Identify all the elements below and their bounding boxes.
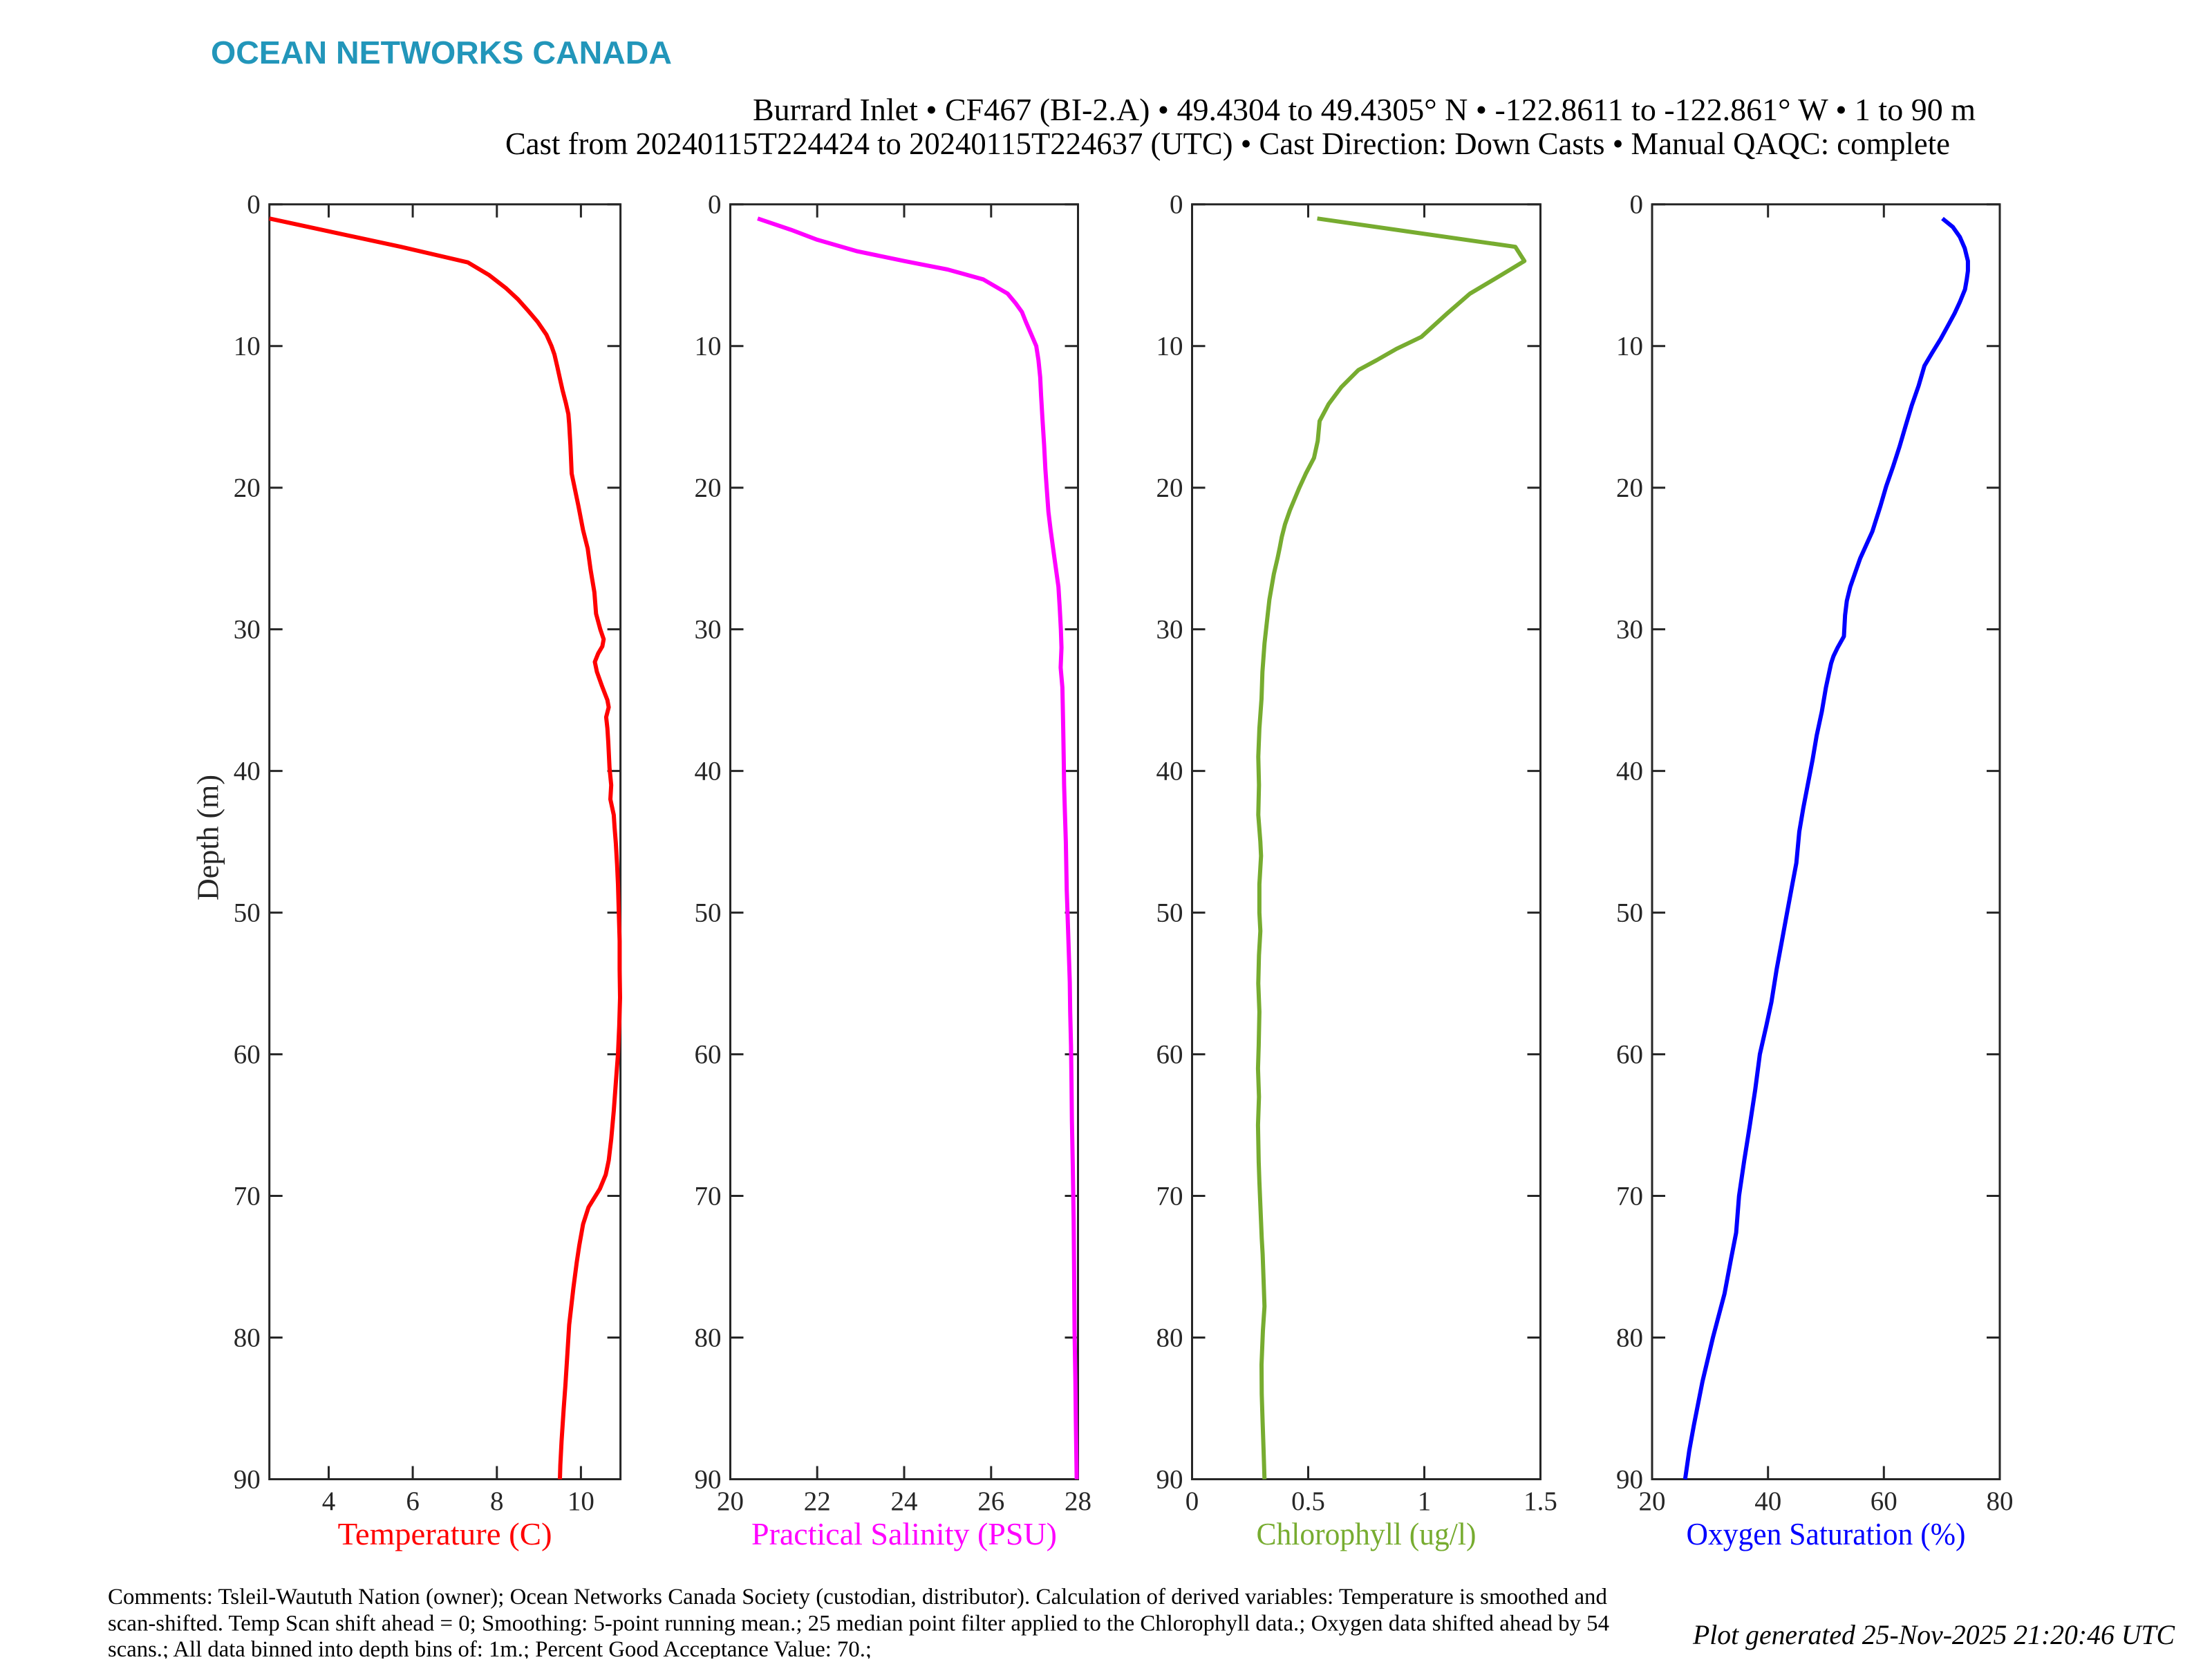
svg-text:30: 30 bbox=[1156, 615, 1183, 645]
svg-text:90: 90 bbox=[1616, 1465, 1643, 1495]
svg-text:60: 60 bbox=[1616, 1040, 1643, 1070]
svg-text:0.5: 0.5 bbox=[1291, 1486, 1325, 1516]
svg-text:40: 40 bbox=[1156, 757, 1183, 786]
svg-text:90: 90 bbox=[1156, 1465, 1183, 1495]
svg-text:20: 20 bbox=[1616, 473, 1643, 503]
svg-text:70: 70 bbox=[695, 1182, 722, 1211]
svg-text:50: 50 bbox=[1616, 898, 1643, 928]
svg-text:Practical Salinity (PSU): Practical Salinity (PSU) bbox=[751, 1516, 1057, 1551]
svg-text:10: 10 bbox=[234, 332, 261, 361]
svg-text:80: 80 bbox=[695, 1323, 722, 1353]
svg-text:6: 6 bbox=[406, 1486, 420, 1516]
svg-text:OCEAN NETWORKS CANADA: OCEAN NETWORKS CANADA bbox=[211, 35, 672, 70]
svg-text:Depth (m): Depth (m) bbox=[191, 775, 225, 900]
svg-text:60: 60 bbox=[1156, 1040, 1183, 1070]
svg-text:Burrard Inlet • CF467 (BI-2.A): Burrard Inlet • CF467 (BI-2.A) • 49.4304… bbox=[753, 92, 1976, 127]
svg-text:0: 0 bbox=[1185, 1486, 1199, 1516]
svg-text:80: 80 bbox=[1616, 1323, 1643, 1353]
svg-text:10: 10 bbox=[1616, 332, 1643, 361]
svg-text:1.5: 1.5 bbox=[1524, 1486, 1557, 1516]
svg-text:40: 40 bbox=[695, 757, 722, 786]
svg-text:Temperature (C): Temperature (C) bbox=[338, 1516, 552, 1551]
svg-text:20: 20 bbox=[695, 473, 722, 503]
svg-text:80: 80 bbox=[1987, 1486, 2014, 1516]
svg-text:30: 30 bbox=[695, 615, 722, 645]
svg-text:0: 0 bbox=[1630, 190, 1644, 220]
svg-text:Cast from 20240115T224424 to 2: Cast from 20240115T224424 to 20240115T22… bbox=[505, 126, 1950, 161]
svg-text:80: 80 bbox=[234, 1323, 261, 1353]
svg-text:40: 40 bbox=[1616, 757, 1643, 786]
svg-text:60: 60 bbox=[234, 1040, 261, 1070]
svg-text:50: 50 bbox=[1156, 898, 1183, 928]
svg-text:10: 10 bbox=[1156, 332, 1183, 361]
svg-text:90: 90 bbox=[234, 1465, 261, 1495]
svg-text:24: 24 bbox=[891, 1486, 918, 1516]
svg-text:80: 80 bbox=[1156, 1323, 1183, 1353]
svg-text:70: 70 bbox=[1616, 1182, 1643, 1211]
svg-text:50: 50 bbox=[695, 898, 722, 928]
svg-text:scans.; All data binned into d: scans.; All data binned into depth bins … bbox=[108, 1637, 872, 1659]
svg-text:8: 8 bbox=[490, 1486, 504, 1516]
svg-text:0: 0 bbox=[1170, 190, 1183, 220]
svg-text:60: 60 bbox=[1871, 1486, 1897, 1516]
svg-text:40: 40 bbox=[234, 757, 261, 786]
svg-text:Comments: Tsleil-Waututh Natio: Comments: Tsleil-Waututh Nation (owner);… bbox=[108, 1585, 1607, 1609]
svg-text:70: 70 bbox=[234, 1182, 261, 1211]
svg-text:26: 26 bbox=[977, 1486, 1004, 1516]
svg-text:Chlorophyll (ug/l): Chlorophyll (ug/l) bbox=[1257, 1516, 1477, 1551]
svg-text:scan-shifted. Temp Scan shift: scan-shifted. Temp Scan shift ahead = 0;… bbox=[108, 1612, 1609, 1636]
svg-text:20: 20 bbox=[1156, 473, 1183, 503]
svg-text:50: 50 bbox=[234, 898, 261, 928]
svg-text:60: 60 bbox=[695, 1040, 722, 1070]
svg-text:4: 4 bbox=[322, 1486, 336, 1516]
svg-text:90: 90 bbox=[695, 1465, 722, 1495]
svg-text:1: 1 bbox=[1418, 1486, 1432, 1516]
svg-text:70: 70 bbox=[1156, 1182, 1183, 1211]
svg-text:Oxygen Saturation (%): Oxygen Saturation (%) bbox=[1687, 1516, 1966, 1551]
svg-text:10: 10 bbox=[695, 332, 722, 361]
svg-text:28: 28 bbox=[1065, 1486, 1091, 1516]
svg-text:20: 20 bbox=[234, 473, 261, 503]
svg-text:30: 30 bbox=[234, 615, 261, 645]
svg-text:40: 40 bbox=[1754, 1486, 1781, 1516]
svg-text:30: 30 bbox=[1616, 615, 1643, 645]
svg-text:20: 20 bbox=[1639, 1486, 1666, 1516]
svg-text:20: 20 bbox=[717, 1486, 744, 1516]
svg-text:Plot generated 25-Nov-2025 21:: Plot generated 25-Nov-2025 21:20:46 UTC bbox=[1692, 1619, 2175, 1650]
svg-text:0: 0 bbox=[247, 190, 261, 220]
svg-text:10: 10 bbox=[568, 1486, 594, 1516]
svg-text:0: 0 bbox=[708, 190, 722, 220]
svg-text:22: 22 bbox=[804, 1486, 831, 1516]
